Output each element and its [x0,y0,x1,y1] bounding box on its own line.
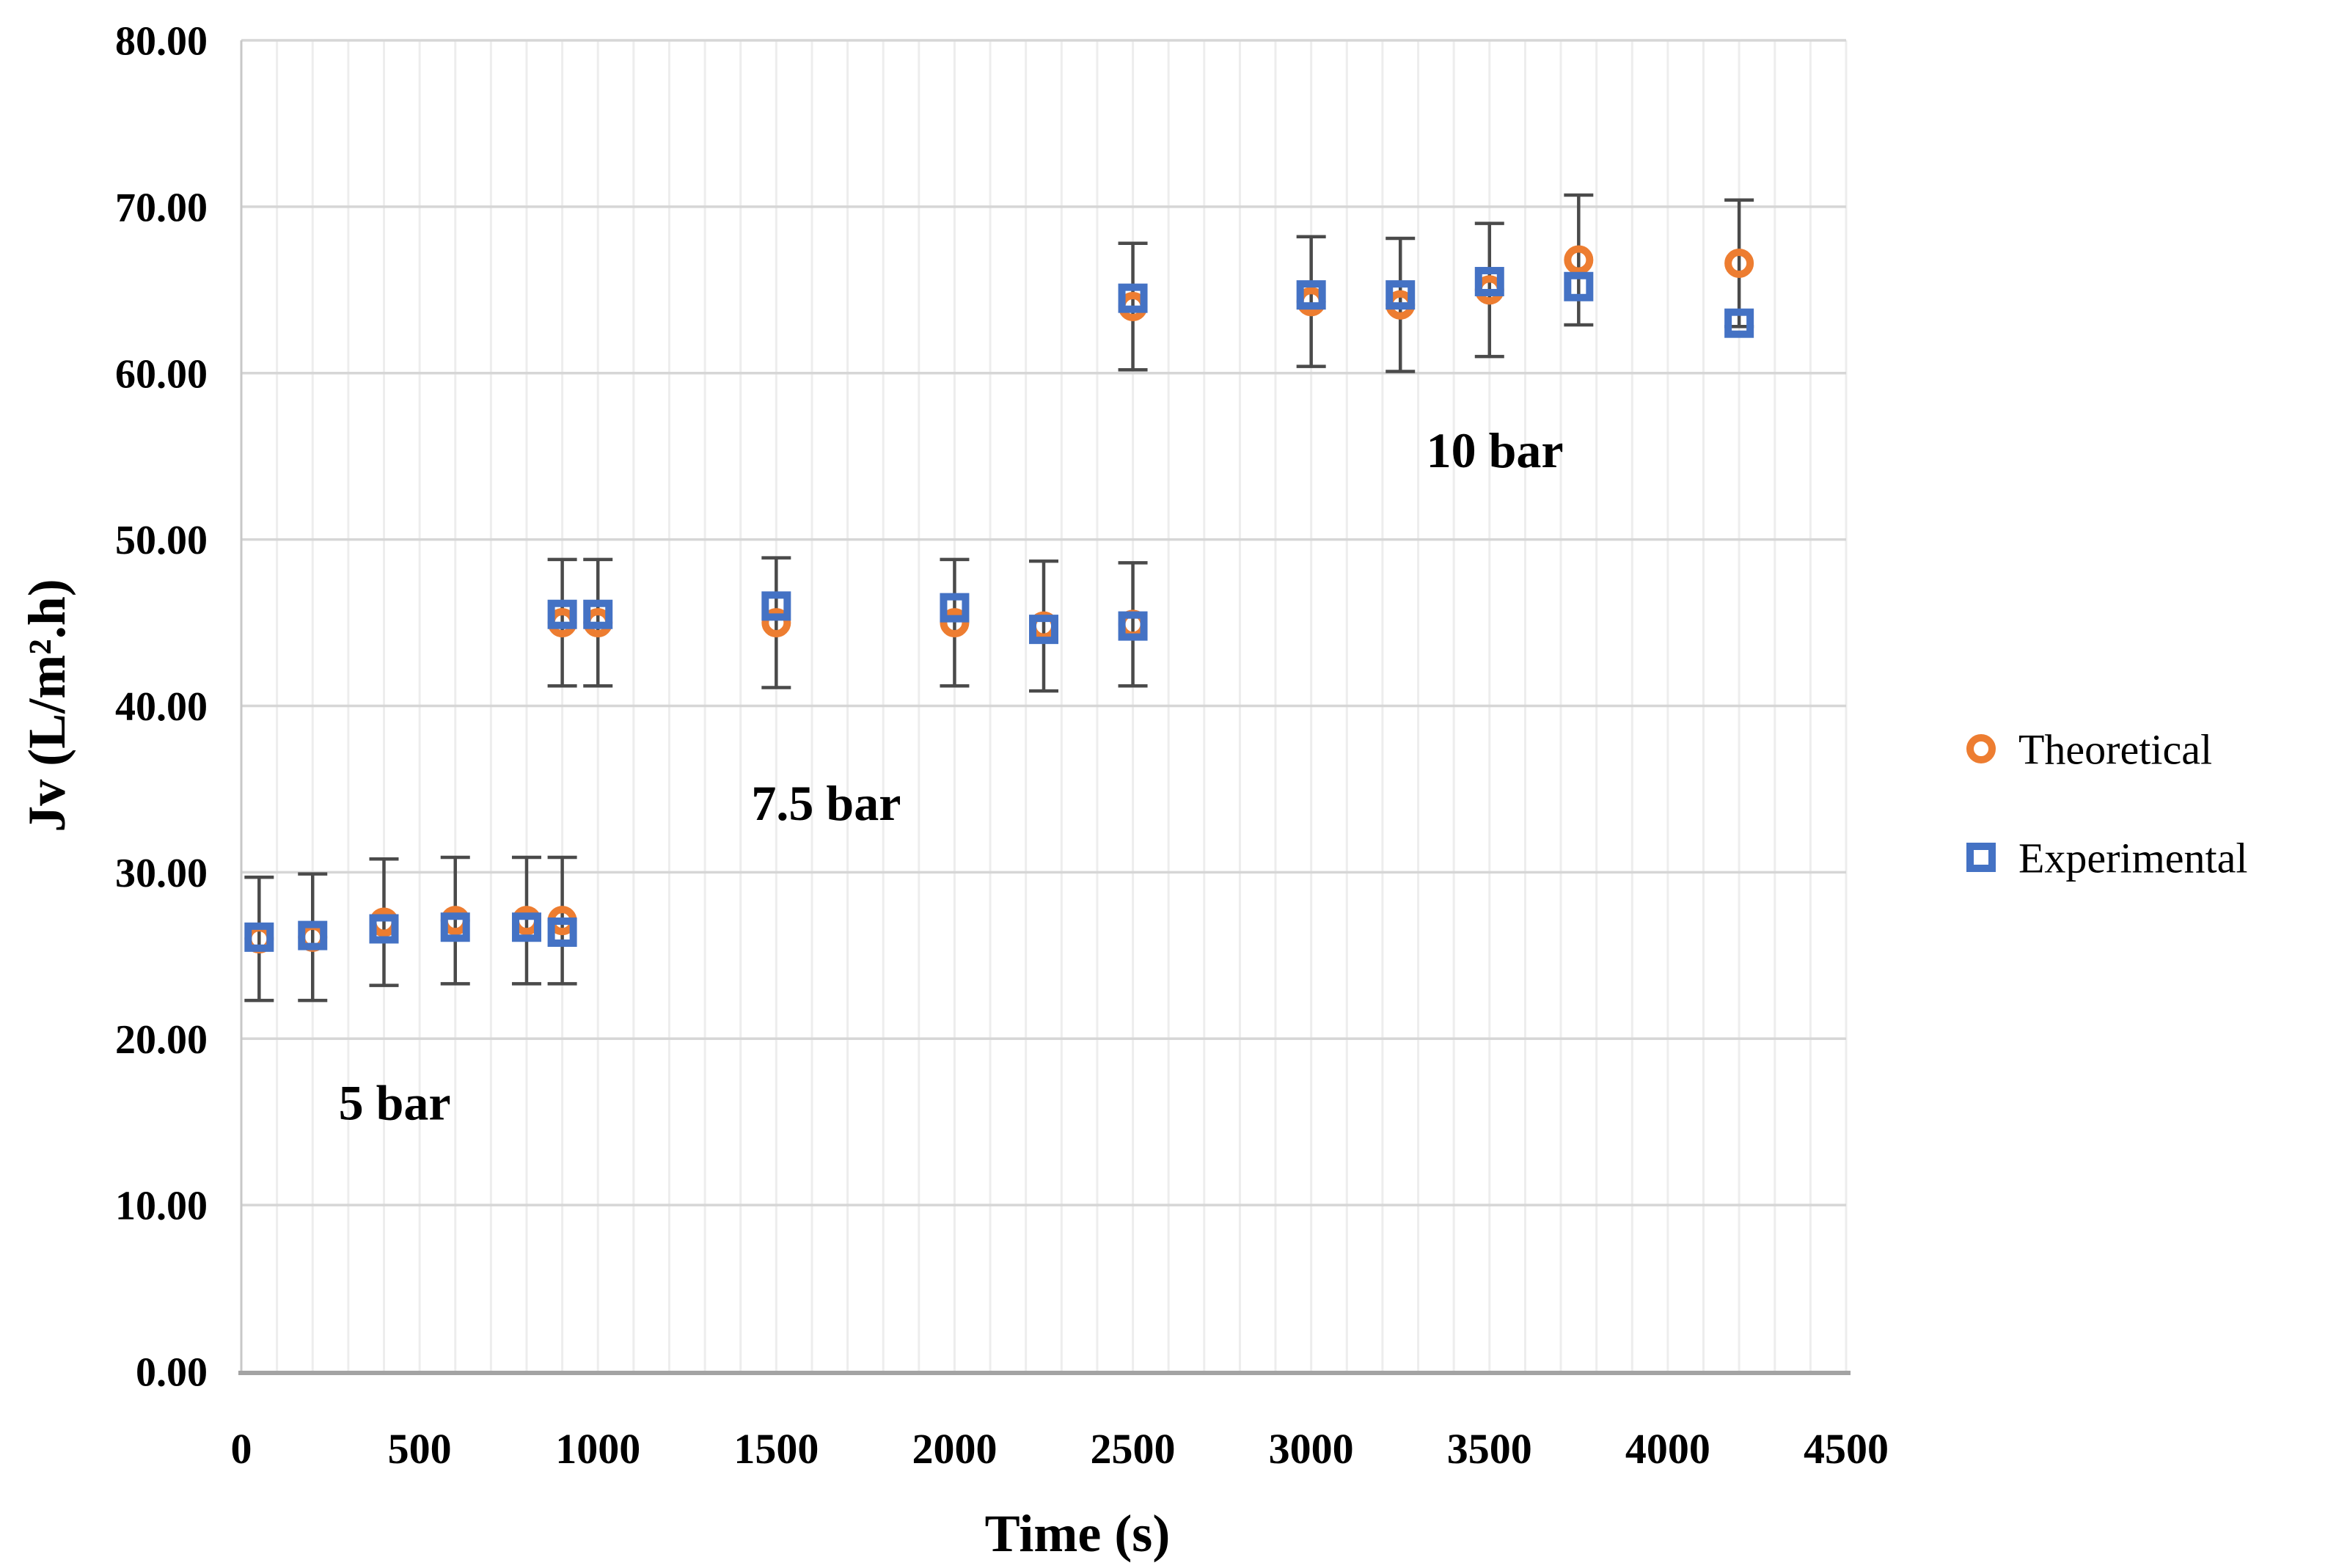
data-point-theoretical [940,608,970,638]
data-point-experimental [1118,283,1148,313]
y-tick-label: 40.00 [115,684,208,730]
error-bar [1296,235,1326,368]
x-tick-label: 0 [231,1425,252,1473]
annotation-7-5-bar: 7.5 bar [751,775,901,831]
axis-lines [238,40,1851,1375]
error-bar [369,857,399,987]
error-bar [940,557,970,688]
x-tick-label: 500 [388,1425,452,1473]
experimental-square-marker-icon [1966,843,1996,872]
data-point-experimental [244,922,274,952]
data-point-experimental [440,912,470,942]
x-axis-title: Time (s) [985,1504,1171,1563]
annotation-5-bar: 5 bar [339,1074,451,1130]
data-point-experimental [1564,271,1594,301]
y-axis-tick-labels: 0.00 10.00 20.00 30.00 40.00 50.00 60.00 70.00 8… [115,19,208,1396]
legend: Theoretical Experimental [1966,725,2247,882]
data-point-experimental [1296,280,1326,310]
data-point-theoretical [1724,249,1754,279]
legend-item-theoretical: Theoretical [1966,725,2212,773]
data-point-experimental [1118,611,1148,641]
error-bar [1118,561,1148,688]
data-point-experimental [1029,615,1058,645]
y-tick-label: 30.00 [115,851,208,896]
legend-label-theoretical: Theoretical [2018,725,2212,773]
data-point-experimental [1474,266,1504,296]
error-bar [244,875,274,1003]
legend-label-experimental: Experimental [2018,834,2247,882]
y-tick-label: 10.00 [115,1184,208,1229]
theoretical-circle-marker-icon [1966,734,1996,763]
data-point-experimental [547,917,577,948]
y-tick-label: 60.00 [115,351,208,397]
data-point-theoretical [761,608,791,638]
x-tick-label: 4500 [1804,1425,1889,1473]
data-point-experimental [583,599,613,629]
x-tick-label: 2500 [1091,1425,1176,1473]
error-bar [511,855,541,986]
gridlines-horizontal-major [241,39,1846,1206]
legend-item-experimental: Experimental [1966,834,2247,882]
error-bar [298,872,328,1003]
y-axis-title: Jv (L/m².h) [18,579,76,832]
x-tick-label: 3000 [1269,1425,1354,1473]
annotation-10-bar: 10 bar [1427,422,1564,478]
error-bar [440,855,470,986]
pressure-annotations: 5 bar 7.5 bar 10 bar [339,422,1564,1130]
x-tick-label: 1500 [733,1425,819,1473]
error-bar [761,556,791,689]
data-point-experimental [547,599,577,629]
data-point-theoretical [1564,245,1594,275]
y-tick-label: 0.00 [136,1350,208,1396]
y-tick-label: 80.00 [115,19,208,65]
y-tick-label: 20.00 [115,1017,208,1063]
x-tick-label: 4000 [1625,1425,1710,1473]
series-experimental [244,266,1754,952]
data-point-experimental [298,920,328,950]
data-point-experimental [369,914,399,944]
error-bar [1564,193,1594,327]
data-point-experimental [1386,280,1416,310]
x-tick-label: 1000 [555,1425,640,1473]
data-point-experimental [1724,308,1754,338]
x-axis-tick-labels: 0 500 1000 1500 2000 2500 3000 3500 4000 4500 [231,1425,1889,1473]
x-tick-label: 3500 [1447,1425,1532,1473]
data-point-experimental [761,591,791,621]
y-tick-label: 50.00 [115,518,208,563]
x-tick-label: 2000 [912,1425,997,1473]
error-bars [244,193,1754,1003]
data-point-experimental [940,593,970,623]
y-tick-label: 70.00 [115,185,208,230]
error-bar [1029,559,1058,693]
data-point-experimental [511,912,541,942]
